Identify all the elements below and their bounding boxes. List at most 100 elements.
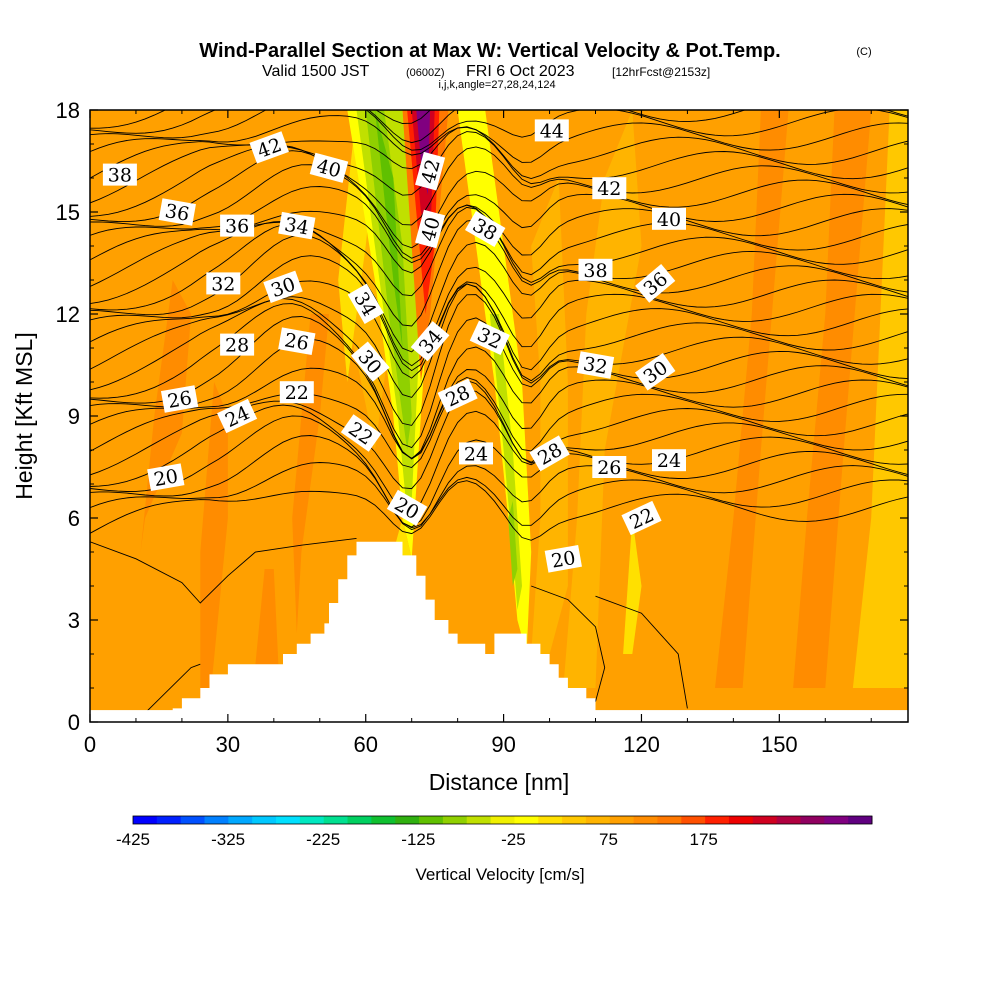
colorbar-swatch: [633, 816, 658, 824]
velocity-field-cell: [531, 178, 568, 654]
theta-label-box: [592, 177, 627, 200]
theta-contour-label: 40: [652, 207, 686, 231]
y-tick-label: 9: [68, 404, 80, 429]
colorbar-tick-label: 175: [690, 830, 718, 849]
theta-contour-line: [90, 131, 908, 204]
y-tick-label: 6: [68, 506, 80, 531]
colorbar-swatch: [228, 816, 253, 824]
theta-label-text: 36: [163, 200, 191, 226]
x-tick-label: 150: [761, 732, 798, 757]
y-tick-label: 3: [68, 608, 80, 633]
theta-label-text: 26: [283, 329, 311, 355]
colorbar-swatch: [728, 816, 754, 824]
y-tick-label: 15: [56, 200, 80, 225]
theta-label-box: [102, 163, 137, 186]
velocity-field-downdraft: [508, 501, 518, 586]
theta-label-box: [309, 152, 349, 183]
colorbar-swatch: [466, 816, 492, 824]
theta-label-box: [529, 435, 570, 472]
colorbar-swatch: [180, 816, 206, 824]
theta-contour-label: 36: [220, 214, 255, 238]
colorbar-swatch: [514, 816, 539, 824]
velocity-field-cell: [623, 518, 642, 654]
theta-contour-label: 36: [158, 198, 196, 226]
theta-contour-label: 34: [278, 211, 316, 240]
colorbar-swatch: [776, 816, 801, 824]
theta-contour-line: [90, 280, 908, 379]
velocity-field-downdraft: [374, 110, 403, 348]
subtitle-forecast: [12hrFcst@2153z]: [612, 65, 710, 79]
theta-contour-line: [90, 126, 908, 179]
theta-contour-label: 32: [576, 351, 615, 379]
theta-contour-label: 24: [459, 442, 493, 465]
theta-label-box: [634, 353, 676, 391]
theta-label-text: 20: [152, 465, 180, 491]
theta-label-box: [437, 378, 478, 413]
theta-contour-line: [135, 663, 201, 722]
theta-contour-line: [90, 537, 357, 604]
colorbar-swatch: [323, 816, 349, 824]
theta-label-box: [220, 214, 255, 237]
y-tick-label: 18: [56, 98, 80, 123]
x-tick-label: 120: [623, 732, 660, 757]
colorbar-swatch: [585, 816, 611, 824]
theta-contour-line: [90, 164, 908, 259]
theta-contour-label: 38: [102, 163, 137, 187]
colorbar-tick-label: -225: [306, 830, 340, 849]
theta-label-box: [578, 258, 613, 281]
theta-label-box: [652, 449, 686, 472]
colorbar-swatch: [419, 816, 444, 824]
subtitle-utc: (0600Z): [406, 67, 445, 79]
x-tick-label: 90: [491, 732, 515, 757]
theta-contour-line: [90, 255, 908, 372]
theta-label-box: [534, 119, 569, 142]
theta-label-text: 26: [597, 457, 621, 479]
colorbar-swatch: [800, 816, 825, 824]
theta-label-box: [464, 210, 506, 248]
theta-contour-line: [90, 283, 908, 398]
theta-contour-line: [595, 595, 688, 709]
theta-label-box: [160, 385, 199, 413]
title-mark: (C): [856, 46, 871, 58]
theta-contour-line: [90, 415, 908, 528]
theta-label-box: [576, 351, 615, 379]
colorbar-swatch: [442, 816, 468, 824]
theta-label-text: 36: [225, 216, 249, 238]
y-tick-label: 12: [56, 302, 80, 327]
theta-contour-line: [90, 435, 908, 531]
theta-label-box: [469, 320, 510, 355]
colorbar-tick-label: -125: [401, 830, 435, 849]
colorbar-swatch: [609, 816, 635, 824]
theta-contour-line: [90, 316, 908, 460]
y-tick-label: 0: [68, 710, 80, 735]
theta-contour-line: [90, 115, 908, 163]
colorbar-swatch: [824, 816, 849, 824]
theta-contour-line: [90, 144, 908, 226]
colorbar-swatch: [848, 816, 873, 824]
theta-contour-line: [90, 462, 908, 529]
subtitle-date: FRI 6 Oct 2023: [466, 63, 575, 80]
theta-label-box: [279, 381, 314, 404]
colorbar-frame: [132, 815, 873, 825]
theta-contour-label: 32: [206, 272, 241, 295]
ground-strip: [90, 710, 908, 722]
theta-label-text: 22: [285, 382, 309, 404]
theta-label-box: [621, 500, 662, 536]
theta-label-box: [410, 321, 450, 362]
velocity-field-cell: [255, 569, 279, 665]
theta-label-text: 44: [540, 120, 564, 142]
theta-label-box: [544, 545, 582, 573]
theta-label-text: 34: [283, 214, 311, 240]
theta-label-box: [249, 131, 289, 164]
theta-contour-label: 42: [249, 131, 289, 164]
theta-label-text: 38: [583, 260, 607, 282]
theta-contour-label: 26: [592, 456, 627, 479]
theta-label-box: [635, 264, 676, 303]
theta-label-text: 32: [582, 353, 610, 379]
velocity-field-cell: [292, 314, 329, 634]
theta-contour-label: 42: [592, 177, 627, 200]
colorbar-swatch: [681, 816, 706, 824]
theta-label-box: [340, 414, 382, 452]
